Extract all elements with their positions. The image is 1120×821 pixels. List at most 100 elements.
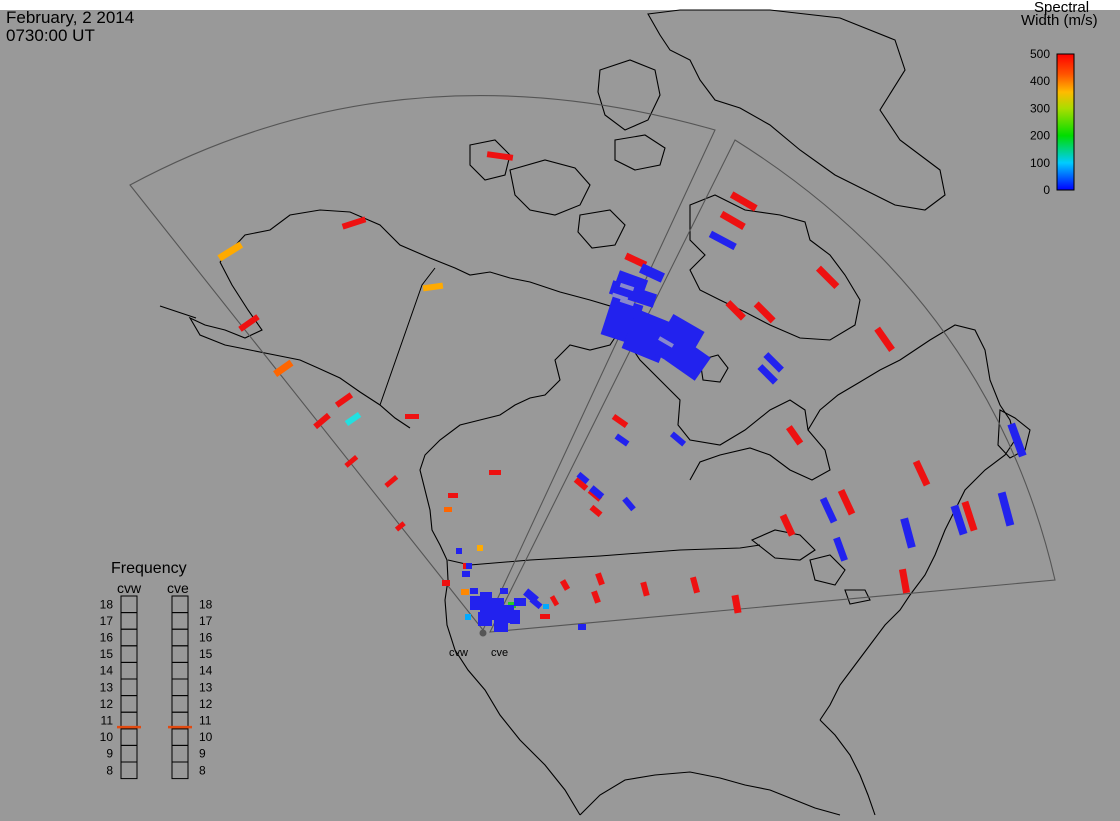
cell (785, 425, 804, 446)
coastline-hudson-bay (619, 329, 831, 481)
cell (405, 414, 419, 419)
cell (833, 536, 848, 562)
cell (619, 297, 635, 307)
backscatter-cells (217, 151, 1027, 632)
cell (874, 326, 895, 352)
cell (757, 364, 778, 385)
fields-of-view (129, 95, 1056, 633)
cell (961, 500, 978, 532)
coastline-aleutians (159, 305, 197, 319)
cell (578, 624, 586, 630)
cell (540, 614, 550, 619)
frequency-tick-label: 15 (199, 647, 213, 661)
frequency-tick-label: 9 (199, 747, 206, 761)
cell (500, 588, 508, 594)
cell (384, 474, 399, 488)
cell (589, 504, 603, 518)
cell (478, 612, 492, 626)
cell (217, 241, 244, 262)
border-alaska-canada (379, 267, 436, 406)
cell (589, 485, 605, 500)
coastlines (159, 9, 1031, 816)
cell (619, 282, 635, 292)
map-background (0, 10, 1120, 821)
frequency-panel: 18 17 16 15 14 13 12 11 10 9 8 18 17 16 15 14 13 12 11 10 9 8 (100, 595, 213, 780)
frequency-tick-label: 11 (101, 714, 114, 728)
fov-cve (489, 139, 1056, 633)
frequency-tick-label: 10 (199, 730, 213, 744)
cell (444, 507, 452, 512)
frequency-tick-label: 15 (100, 647, 114, 661)
coastline-banks-island (469, 139, 511, 181)
cell (614, 433, 630, 447)
cell (344, 411, 362, 427)
cell (273, 359, 294, 378)
cell (422, 282, 444, 292)
scatter-blue (456, 230, 1027, 630)
cell (595, 572, 605, 586)
cell (725, 300, 746, 321)
coastline-alaska-west (219, 209, 621, 816)
coastline-ellesmere (597, 59, 661, 131)
frequency-cell (171, 761, 189, 780)
cell (690, 576, 700, 594)
frequency-title: Frequency (111, 560, 187, 577)
frequency-label-cve: cve (167, 580, 189, 596)
cell (461, 589, 469, 595)
frequency-tick-label: 16 (100, 631, 114, 645)
colorbar-tick-label: 400 (1030, 74, 1050, 88)
coastline-labrador (807, 324, 1016, 721)
cell (898, 568, 911, 594)
frequency-scale: 18 17 16 15 14 13 12 11 10 9 8 18 17 16 15 14 13 12 11 10 9 8 (100, 597, 213, 777)
cell (753, 301, 776, 324)
cell (763, 352, 784, 373)
cell (334, 392, 354, 408)
colorbar-tick-label: 0 (1043, 183, 1050, 197)
patch-hudson (600, 263, 711, 381)
cell (950, 504, 968, 536)
coastline-baffin (689, 194, 861, 341)
frequency-label-cvw: cvw (117, 580, 142, 596)
cell (624, 252, 648, 269)
site-label-cvw: cvw (449, 647, 468, 659)
plot-date: February, 2 2014 (6, 8, 135, 27)
frequency-tick-label: 12 (100, 697, 114, 711)
cell (465, 614, 471, 620)
patch-hudson-strips (611, 282, 674, 348)
coastline-newfoundland (997, 409, 1031, 459)
frequency-column-cvw (117, 595, 141, 780)
cell (494, 620, 508, 632)
cell (486, 151, 514, 161)
cell (576, 471, 590, 485)
frequency-tick-label: 17 (199, 614, 213, 628)
cell (466, 563, 472, 569)
frequency-tick-label: 12 (199, 697, 213, 711)
frequency-tick-label: 14 (199, 664, 213, 678)
cell (779, 513, 796, 537)
frequency-cell (120, 761, 138, 780)
cell (442, 580, 450, 586)
cell (394, 521, 406, 532)
frequency-column-cve (168, 595, 192, 780)
cell (615, 270, 649, 292)
cell (639, 263, 665, 283)
cell (819, 496, 838, 524)
cell (731, 594, 742, 614)
scatter-warm (217, 241, 483, 595)
cell (912, 459, 931, 487)
coastline-somerset (577, 209, 626, 249)
cell (456, 548, 462, 554)
cell (341, 216, 367, 230)
coastline-victoria-island (509, 159, 591, 216)
coastline-southampton (699, 354, 729, 383)
cell (470, 588, 478, 594)
cell (489, 470, 501, 475)
cell (573, 477, 589, 491)
cell (1007, 422, 1027, 458)
cell (611, 413, 629, 429)
cell (665, 337, 711, 381)
colorbar-tick-label: 200 (1030, 129, 1050, 143)
cell (510, 610, 520, 624)
frequency-tick-label: 18 (199, 597, 213, 611)
cell (815, 265, 840, 290)
